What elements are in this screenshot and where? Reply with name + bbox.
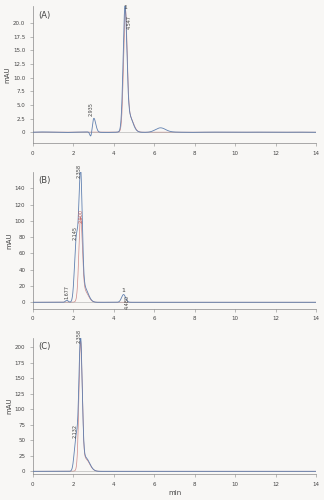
Y-axis label: mAU: mAU: [6, 232, 12, 248]
Text: 1: 1: [123, 4, 127, 10]
Text: (C): (C): [39, 342, 51, 351]
Text: 2.145: 2.145: [73, 226, 78, 240]
Y-axis label: mAU: mAU: [4, 66, 10, 83]
Text: 2.935: 2.935: [89, 102, 94, 116]
Text: 2.900: 2.900: [79, 208, 84, 222]
Text: 4.480: 4.480: [125, 294, 130, 308]
Text: (B): (B): [39, 176, 51, 185]
Y-axis label: mAU: mAU: [6, 398, 12, 414]
Text: 4.547: 4.547: [126, 14, 132, 28]
X-axis label: min: min: [168, 490, 181, 496]
Text: (A): (A): [39, 10, 51, 20]
Text: 2.132: 2.132: [73, 424, 77, 438]
Text: 1.677: 1.677: [64, 286, 69, 300]
Text: 2.358: 2.358: [77, 164, 82, 178]
Text: 1: 1: [122, 288, 125, 294]
Text: 2.358: 2.358: [77, 330, 82, 344]
